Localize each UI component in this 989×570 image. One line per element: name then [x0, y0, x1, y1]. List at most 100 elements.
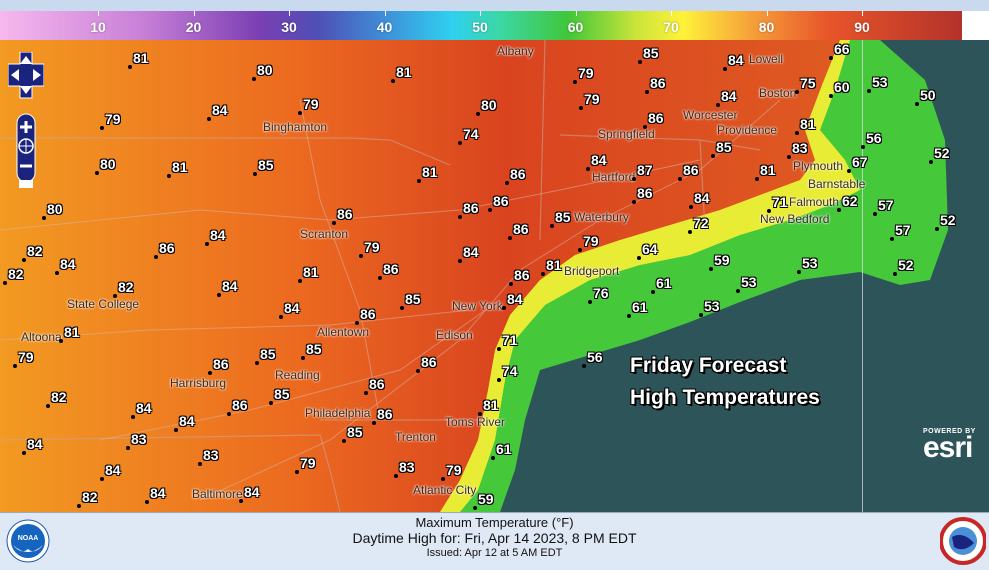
forecast-point-marker [128, 65, 132, 69]
temperature-map[interactable]: Albany Lowell Worcester Boston Binghamton Spr… [0, 40, 989, 512]
forecast-point-marker [873, 212, 877, 216]
temperature-label: 83 [203, 447, 219, 463]
temperature-label: 86 [360, 306, 376, 322]
temperature-label: 82 [27, 243, 43, 259]
forecast-point-marker [252, 77, 256, 81]
forecast-point-marker [391, 79, 395, 83]
forecast-point-marker [13, 364, 17, 368]
city-label: Atlantic City [413, 483, 477, 497]
forecast-point-marker [645, 90, 649, 94]
forecast-point-marker [861, 145, 865, 149]
forecast-point-marker [586, 167, 590, 171]
city-label: Albany [497, 44, 534, 58]
forecast-point-marker [298, 111, 302, 115]
city-label: Reading [275, 368, 320, 382]
pan-control[interactable] [8, 52, 44, 99]
temperature-label: 86 [421, 354, 437, 370]
pan-down-icon[interactable] [20, 86, 32, 94]
temperature-label: 59 [478, 491, 494, 507]
forecast-point-marker [723, 67, 727, 71]
map-surface [0, 40, 989, 512]
forecast-point-marker [22, 451, 26, 455]
forecast-point-marker [394, 474, 398, 478]
forecast-point-marker [208, 371, 212, 375]
city-label: Scranton [300, 227, 349, 241]
pan-right-icon[interactable] [33, 69, 41, 81]
footer-valid-time: Daytime High for: Fri, Apr 14 2023, 8 PM… [352, 530, 637, 546]
forecast-point-marker [867, 89, 871, 93]
map-title-line2: High Temperatures [630, 386, 820, 409]
temperature-label: 85 [274, 386, 290, 402]
forecast-point-marker [497, 347, 501, 351]
forecast-point-marker [3, 281, 7, 285]
forecast-point-marker [890, 237, 894, 241]
powered-by-text: POWERED BY [923, 428, 976, 435]
temperature-label: 81 [760, 162, 776, 178]
forecast-point-marker [295, 470, 299, 474]
zoom-in-icon[interactable] [20, 121, 32, 133]
temperature-label: 53 [872, 74, 888, 90]
forecast-point-marker [355, 321, 359, 325]
legend-tick-label: 70 [663, 19, 679, 35]
pan-up-icon[interactable] [20, 56, 32, 64]
temperature-label: 86 [159, 240, 175, 256]
temperature-label: 67 [852, 154, 868, 170]
temperature-label: 86 [513, 221, 529, 237]
forecast-point-marker [688, 230, 692, 234]
nws-logo [939, 517, 987, 570]
temperature-label: 86 [683, 162, 699, 178]
forecast-point-marker [417, 179, 421, 183]
temperature-label: 86 [510, 166, 526, 182]
temperature-label: 81 [483, 397, 499, 413]
forecast-point-marker [301, 356, 305, 360]
temperature-label: 86 [514, 267, 530, 283]
temperature-label: 86 [648, 110, 664, 126]
forecast-point-marker [174, 428, 178, 432]
city-label: Philadelphia [305, 406, 371, 420]
pan-left-icon[interactable] [11, 69, 19, 81]
forecast-point-marker [42, 216, 46, 220]
legend-tick-mark [862, 11, 863, 16]
city-label: Toms River [445, 415, 506, 429]
temperature-label: 57 [878, 197, 894, 213]
forecast-point-marker [207, 117, 211, 121]
forecast-point-marker [298, 279, 302, 283]
temperature-label: 84 [507, 291, 523, 307]
city-label: Edison [436, 328, 473, 342]
temperature-label: 74 [502, 363, 518, 379]
footer-product-name: Maximum Temperature (°F) [415, 515, 574, 530]
temperature-label: 53 [802, 255, 818, 271]
forecast-point-marker [100, 477, 104, 481]
forecast-point-marker [441, 477, 445, 481]
temperature-label: 84 [463, 244, 479, 260]
temperature-label: 83 [131, 431, 147, 447]
temperature-label: 86 [337, 206, 353, 222]
temperature-label: 80 [257, 62, 273, 78]
temperature-label: 75 [800, 75, 816, 91]
legend-tick-mark [98, 11, 99, 16]
esri-attribution: POWERED BY esri [923, 428, 976, 463]
forecast-point-marker [458, 141, 462, 145]
state-borders [0, 40, 761, 512]
temperature-label: 50 [920, 87, 936, 103]
forecast-point-marker [279, 315, 283, 319]
forecast-point-marker [797, 270, 801, 274]
temperature-label: 74 [463, 126, 479, 142]
city-label: New Bedford [760, 212, 830, 226]
temperature-label: 53 [704, 298, 720, 314]
forecast-point-marker [505, 181, 509, 185]
forecast-point-marker [478, 412, 482, 416]
temperature-label: 86 [463, 200, 479, 216]
temperature-label: 61 [656, 275, 672, 291]
temperature-label: 82 [118, 279, 134, 295]
temperature-label: 84 [284, 300, 300, 316]
forecast-point-marker [935, 227, 939, 231]
temperature-label: 84 [244, 484, 260, 500]
temperature-label: 79 [105, 111, 121, 127]
forecast-point-marker [473, 506, 477, 510]
forecast-point-marker [550, 224, 554, 228]
forecast-point-marker [795, 131, 799, 135]
forecast-point-marker [458, 215, 462, 219]
forecast-point-marker [795, 90, 799, 94]
temperature-label: 76 [593, 285, 609, 301]
